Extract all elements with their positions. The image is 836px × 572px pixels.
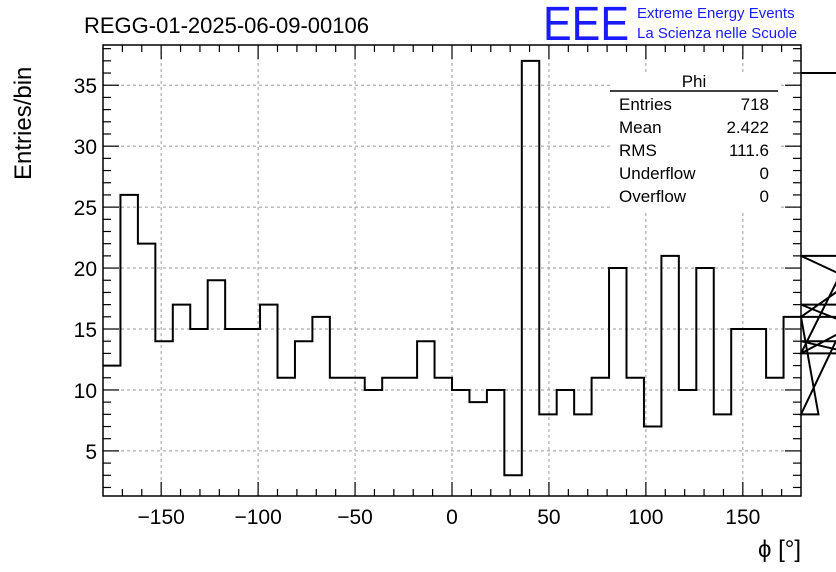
histogram-bin — [138, 244, 155, 496]
stats-value-rms: 111.6 — [729, 141, 769, 160]
x-tick-label: 150 — [725, 506, 760, 529]
histogram-bin — [365, 390, 382, 496]
histogram-bin — [592, 378, 609, 496]
stats-label-rms: RMS — [619, 141, 657, 160]
stats-label-overflow: Overflow — [619, 187, 687, 206]
histogram-bin — [574, 414, 591, 496]
histogram-bin — [243, 329, 260, 496]
x-tick-label: −100 — [234, 506, 281, 529]
x-tick-label: −150 — [138, 506, 185, 529]
stats-box: Phi Entries 718 Mean 2.422 RMS 111.6 Und… — [610, 72, 780, 212]
y-tick-label: 30 — [74, 136, 97, 159]
x-axis-title: ϕ [°] — [758, 536, 801, 563]
histogram-bin — [731, 329, 748, 496]
histogram-bin — [714, 414, 731, 496]
histogram-bin — [347, 378, 364, 496]
histogram-bin — [103, 366, 120, 496]
histogram-bin — [435, 378, 452, 496]
histogram-bin — [522, 61, 539, 496]
y-tick-label: 10 — [74, 380, 97, 403]
histogram-bin — [696, 268, 713, 496]
histogram-bin — [749, 329, 766, 496]
stats-value-entries: 718 — [741, 95, 769, 114]
y-axis-title: Entries/bin — [10, 67, 37, 180]
x-tick-label: −50 — [337, 506, 373, 529]
stats-value-underflow: 0 — [760, 164, 769, 183]
histogram-bin — [487, 390, 504, 496]
y-tick-labels: 5 10 15 20 25 30 35 — [74, 75, 97, 464]
stats-value-overflow: 0 — [760, 187, 769, 206]
histogram-bin — [295, 341, 312, 496]
histogram-bin — [190, 329, 207, 496]
y-tick-label: 15 — [74, 319, 97, 342]
histogram-bin — [609, 268, 626, 496]
x-tick-label: 50 — [537, 506, 560, 529]
histogram-bin — [225, 329, 242, 496]
histogram-bin — [400, 378, 417, 496]
logo-line-2: La Scienza nelle Scuole — [637, 25, 797, 42]
histogram-bin — [382, 378, 399, 496]
stats-value-mean: 2.422 — [726, 118, 769, 137]
eee-logo: EEE — [543, 0, 629, 51]
x-tick-label: 100 — [628, 506, 663, 529]
logo-line-1: Extreme Energy Events — [637, 5, 795, 22]
histogram-bin — [469, 402, 486, 496]
histogram-bin — [627, 378, 644, 496]
histogram-bin — [766, 378, 783, 496]
histogram-line — [103, 59, 836, 496]
stats-title: Phi — [682, 72, 707, 91]
histogram-bin — [155, 341, 172, 496]
histogram-bin — [278, 378, 295, 496]
stats-label-underflow: Underflow — [619, 164, 696, 183]
histogram-bin — [679, 390, 696, 496]
histogram-bin — [784, 317, 801, 496]
stats-label-entries: Entries — [619, 95, 672, 114]
y-tick-label: 5 — [85, 441, 97, 464]
histogram-bin — [557, 390, 574, 496]
histogram-bin — [312, 317, 329, 496]
y-tick-label: 35 — [74, 75, 97, 98]
x-tick-labels: −150 −100 −50 0 50 100 150 — [138, 506, 761, 529]
x-tick-label: 0 — [446, 506, 458, 529]
y-tick-label: 20 — [74, 258, 97, 281]
histogram-bin — [173, 305, 190, 496]
histogram-bin — [661, 256, 678, 496]
histogram-bin — [504, 475, 521, 496]
run-title: REGG-01-2025-06-09-00106 — [84, 13, 369, 38]
histogram-bin — [417, 341, 434, 496]
histogram-bin — [330, 378, 347, 496]
histogram-bin — [539, 414, 556, 496]
histogram-bin — [120, 195, 137, 496]
histogram-bin — [452, 390, 469, 496]
axis-ticks — [103, 45, 801, 496]
histogram-bin — [644, 427, 661, 496]
y-tick-label: 25 — [74, 197, 97, 220]
stats-label-mean: Mean — [619, 118, 662, 137]
histogram-bin — [208, 280, 225, 496]
histogram-step-line — [103, 59, 836, 477]
histogram-bin — [260, 305, 277, 496]
